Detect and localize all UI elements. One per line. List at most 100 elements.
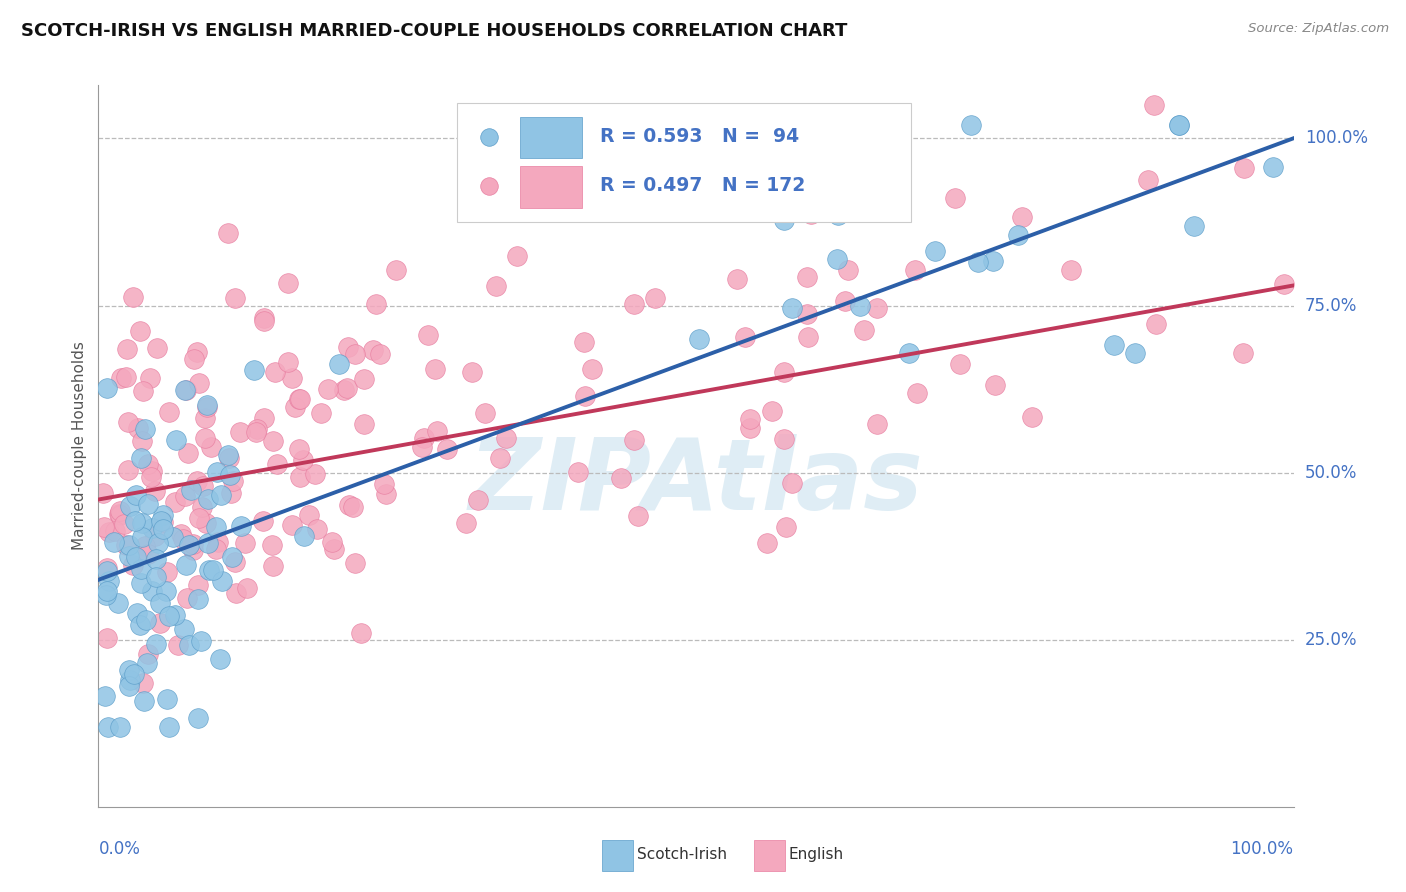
Point bbox=[413, 431, 436, 445]
Point bbox=[245, 425, 267, 439]
Point bbox=[336, 380, 359, 394]
Point bbox=[610, 471, 633, 485]
Point bbox=[96, 381, 118, 395]
Point bbox=[211, 574, 233, 588]
Point bbox=[117, 415, 139, 429]
Point bbox=[157, 609, 180, 624]
Point bbox=[177, 446, 200, 460]
Point bbox=[949, 357, 972, 371]
Point bbox=[194, 411, 217, 425]
Point bbox=[1144, 317, 1167, 331]
Point bbox=[644, 291, 666, 305]
Point bbox=[505, 249, 527, 263]
Point bbox=[131, 516, 153, 530]
Point bbox=[205, 541, 228, 556]
Point bbox=[304, 467, 326, 481]
Point bbox=[118, 538, 141, 552]
Point bbox=[581, 361, 603, 376]
Point bbox=[187, 592, 209, 607]
Point bbox=[118, 673, 141, 687]
Point bbox=[186, 474, 208, 488]
Point bbox=[110, 720, 132, 734]
Point bbox=[132, 676, 155, 690]
Point bbox=[775, 520, 797, 534]
Point bbox=[866, 417, 889, 431]
Point bbox=[145, 637, 167, 651]
Point bbox=[146, 341, 169, 355]
Point bbox=[121, 558, 143, 572]
Point bbox=[115, 369, 138, 384]
Text: 25.0%: 25.0% bbox=[1305, 631, 1357, 649]
Point bbox=[97, 720, 120, 734]
Point bbox=[966, 254, 988, 268]
Point bbox=[129, 324, 152, 338]
Point bbox=[93, 520, 115, 534]
Point bbox=[186, 344, 208, 359]
Point bbox=[305, 522, 328, 536]
Point bbox=[773, 212, 796, 227]
Point bbox=[221, 549, 243, 564]
Point bbox=[117, 463, 139, 477]
Point bbox=[155, 691, 177, 706]
Point bbox=[623, 296, 645, 310]
Point bbox=[191, 479, 214, 493]
Point bbox=[136, 497, 159, 511]
Point bbox=[155, 583, 177, 598]
Point bbox=[96, 588, 118, 602]
Point bbox=[103, 534, 125, 549]
Point bbox=[411, 440, 433, 454]
Point bbox=[364, 297, 387, 311]
Point bbox=[96, 631, 118, 645]
Point bbox=[224, 291, 246, 305]
Point bbox=[277, 276, 299, 290]
Point bbox=[98, 574, 121, 588]
Point bbox=[436, 442, 458, 456]
Point bbox=[797, 330, 820, 344]
Point bbox=[149, 596, 172, 610]
Text: R = 0.497   N = 172: R = 0.497 N = 172 bbox=[600, 177, 806, 195]
Point bbox=[166, 639, 188, 653]
Point bbox=[336, 340, 359, 354]
Point bbox=[288, 392, 311, 406]
Point bbox=[110, 371, 132, 385]
Point bbox=[96, 583, 118, 598]
Point bbox=[1102, 337, 1125, 351]
Point bbox=[495, 431, 517, 445]
Point bbox=[195, 400, 218, 414]
Text: Scotch-Irish: Scotch-Irish bbox=[637, 847, 727, 862]
Point bbox=[131, 530, 153, 544]
Point bbox=[1232, 346, 1254, 360]
Point bbox=[780, 301, 803, 315]
Point bbox=[128, 618, 150, 632]
Point bbox=[740, 421, 762, 435]
Point bbox=[143, 484, 166, 499]
Point bbox=[1167, 118, 1189, 132]
Point bbox=[145, 552, 167, 566]
Point bbox=[201, 563, 224, 577]
Point bbox=[322, 541, 344, 556]
Text: R = 0.593   N =  94: R = 0.593 N = 94 bbox=[600, 128, 800, 146]
Point bbox=[827, 208, 849, 222]
Point bbox=[183, 536, 205, 550]
Point bbox=[157, 720, 180, 734]
Point bbox=[221, 486, 243, 500]
Point bbox=[342, 500, 364, 514]
Point bbox=[149, 514, 172, 528]
Point bbox=[905, 386, 928, 401]
Point bbox=[298, 508, 321, 523]
Point bbox=[134, 422, 156, 436]
Point bbox=[1059, 263, 1081, 277]
Point bbox=[145, 570, 167, 584]
Point bbox=[132, 384, 155, 399]
Point bbox=[478, 179, 501, 194]
Point bbox=[853, 323, 876, 337]
Point bbox=[141, 521, 163, 535]
Point bbox=[838, 167, 860, 181]
Point bbox=[292, 529, 315, 543]
Point bbox=[118, 679, 141, 693]
Point bbox=[115, 538, 138, 552]
Point bbox=[373, 477, 395, 491]
Point bbox=[141, 464, 163, 478]
Point bbox=[205, 520, 228, 534]
Point bbox=[96, 560, 118, 574]
